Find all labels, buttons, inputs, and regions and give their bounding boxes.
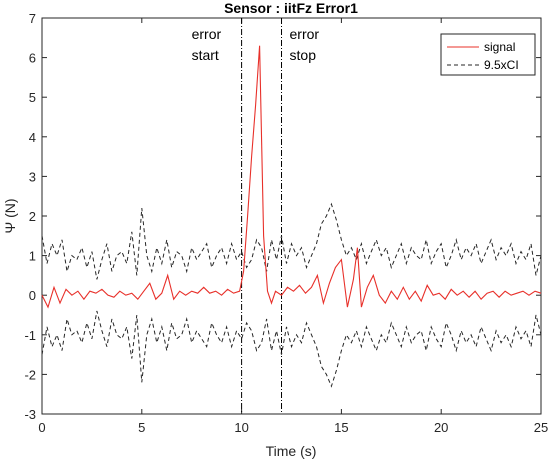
- x-tick-label: 0: [38, 420, 45, 435]
- x-tick-label: 10: [234, 420, 248, 435]
- ci-upper-line: [41, 202, 542, 280]
- y-axis-label: Ψ (N): [2, 198, 18, 233]
- annotation-label-line1: error: [290, 26, 320, 42]
- annotations: error start error stop: [192, 18, 320, 414]
- signal-line: [41, 45, 542, 309]
- ci-lower-line: [41, 310, 542, 388]
- y-tick-label: -2: [24, 367, 36, 382]
- legend-box: [440, 33, 536, 76]
- y-tick-label: 5: [29, 90, 36, 105]
- series-signal: [41, 45, 542, 309]
- x-tick-label: 5: [138, 420, 145, 435]
- chart-title: Sensor : iitFz Error1: [224, 0, 358, 16]
- x-tick-label: 25: [534, 420, 548, 435]
- axis-ticks: 0 5 10 15 20 25 -3 -2 -1 0 1 2 3 4 5 6 7: [24, 11, 548, 435]
- annotation-label-line1: error: [192, 26, 222, 42]
- annotation-label-line2: start: [192, 47, 219, 63]
- legend-label: 9.5xCI: [484, 58, 519, 72]
- y-tick-label: 7: [29, 11, 36, 26]
- y-tick-label: 6: [29, 51, 36, 66]
- series-ci: [41, 202, 542, 388]
- x-tick-label: 20: [434, 420, 448, 435]
- x-axis-label: Time (s): [266, 443, 317, 459]
- y-tick-label: -3: [24, 407, 36, 422]
- y-tick-label: -1: [24, 328, 36, 343]
- y-tick-label: 2: [29, 209, 36, 224]
- y-tick-label: 1: [29, 249, 36, 264]
- y-tick-label: 0: [29, 288, 36, 303]
- y-tick-label: 3: [29, 169, 36, 184]
- legend-label: signal: [484, 40, 515, 54]
- x-tick-label: 15: [334, 420, 348, 435]
- legend: signal 9.5xCI: [440, 33, 536, 76]
- y-tick-label: 4: [29, 130, 36, 145]
- plot-area: [41, 17, 542, 415]
- annotation-label-line2: stop: [290, 47, 317, 63]
